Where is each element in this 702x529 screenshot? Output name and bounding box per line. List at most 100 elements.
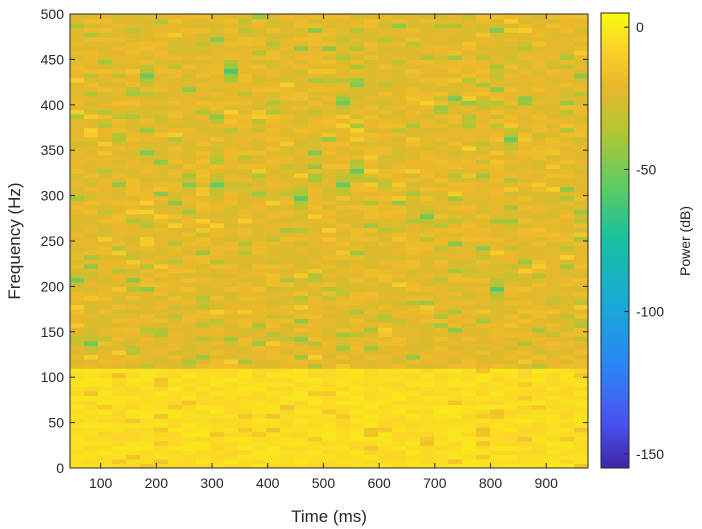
heatmap-cell [322, 427, 337, 433]
heatmap-cell [98, 118, 113, 124]
heatmap-cell [154, 104, 169, 110]
heatmap-cell [224, 18, 239, 24]
heatmap-cell [266, 227, 281, 233]
heatmap-cell [448, 41, 463, 47]
heatmap-cell [448, 408, 463, 415]
heatmap-cell [518, 159, 533, 165]
heatmap-cell [392, 463, 407, 468]
heatmap-cell [196, 254, 211, 260]
heatmap-cell [224, 304, 239, 310]
heatmap-cell [280, 195, 295, 201]
heatmap-cell [98, 263, 113, 269]
heatmap-cell [392, 318, 407, 324]
heatmap-cell [406, 77, 421, 83]
heatmap-cell [238, 204, 253, 210]
heatmap-cell [434, 445, 449, 451]
heatmap-cell [560, 427, 575, 433]
heatmap-cell [406, 95, 421, 101]
heatmap-cell [420, 445, 435, 451]
heatmap-cell [70, 100, 85, 106]
heatmap-cell [378, 163, 393, 169]
heatmap-cell [196, 363, 211, 369]
heatmap-cell [518, 327, 533, 333]
heatmap-cell [154, 82, 169, 88]
heatmap-cell [168, 168, 183, 174]
heatmap-cell [168, 122, 183, 129]
heatmap-cell [448, 181, 463, 188]
heatmap-cell [210, 386, 225, 392]
heatmap-cell [532, 141, 547, 147]
heatmap-cell [532, 23, 547, 29]
heatmap-cell [126, 136, 141, 142]
heatmap-cell [392, 354, 407, 360]
heatmap-cell [532, 59, 547, 65]
heatmap-cell [84, 18, 99, 24]
heatmap-cell [574, 259, 588, 265]
heatmap-cell [112, 322, 127, 328]
heatmap-cell [518, 277, 533, 283]
heatmap-cell [490, 23, 505, 29]
heatmap-cell [252, 331, 267, 337]
heatmap-cell [518, 363, 533, 369]
heatmap-cell [252, 86, 267, 92]
heatmap-cell [518, 200, 533, 206]
heatmap-cell [280, 209, 295, 215]
heatmap-cell [196, 18, 211, 24]
heatmap-cell [308, 218, 323, 224]
heatmap-cell [574, 295, 588, 301]
heatmap-cell [280, 122, 295, 129]
heatmap-cell [126, 54, 141, 60]
heatmap-cell [140, 177, 155, 183]
heatmap-cell [294, 181, 309, 188]
heatmap-cell [322, 295, 337, 301]
heatmap-cell [266, 218, 281, 224]
heatmap-cell [294, 463, 309, 468]
heatmap-cell [154, 340, 169, 347]
heatmap-cell [518, 300, 533, 306]
heatmap-cell [560, 336, 575, 342]
heatmap-cell [518, 82, 533, 88]
heatmap-cell [294, 109, 309, 115]
heatmap-cell [462, 445, 477, 451]
heatmap-cell [252, 386, 267, 392]
heatmap-cell [490, 191, 505, 197]
heatmap-cell [476, 95, 491, 101]
heatmap-cell [560, 122, 575, 129]
heatmap-cell [364, 73, 379, 79]
heatmap-cell [420, 150, 435, 156]
heatmap-cell [504, 177, 519, 183]
heatmap-cell [196, 268, 211, 274]
heatmap-cell [266, 191, 281, 197]
heatmap-cell [546, 381, 561, 387]
heatmap-cell [238, 227, 253, 233]
heatmap-cell [154, 327, 169, 333]
heatmap-cell [126, 368, 141, 374]
heatmap-cell [266, 231, 281, 238]
heatmap-cell [532, 463, 547, 468]
heatmap-cell [294, 68, 309, 74]
heatmap-cell [350, 159, 365, 165]
heatmap-cell [126, 390, 141, 396]
heatmap-cell [112, 259, 127, 265]
heatmap-cell [238, 436, 253, 442]
heatmap-cell [210, 399, 225, 406]
heatmap-cell [364, 327, 379, 333]
heatmap-cell [420, 418, 435, 424]
heatmap-cell [378, 399, 393, 406]
heatmap-cell [574, 109, 588, 115]
heatmap-cell [126, 281, 141, 287]
heatmap-cell [546, 209, 561, 215]
heatmap-cell [406, 263, 421, 269]
heatmap-cell [476, 404, 491, 410]
heatmap-cell [378, 304, 393, 310]
heatmap-cell [546, 422, 561, 428]
y-tick-label: 250 [41, 233, 65, 249]
heatmap-cell [168, 340, 183, 347]
heatmap-cell [560, 127, 575, 133]
heatmap-cell [490, 32, 505, 38]
heatmap-cell [434, 290, 449, 297]
heatmap-cell [238, 154, 253, 160]
heatmap-cell [308, 91, 323, 97]
heatmap-cell [504, 91, 519, 97]
heatmap-cell [154, 27, 169, 33]
